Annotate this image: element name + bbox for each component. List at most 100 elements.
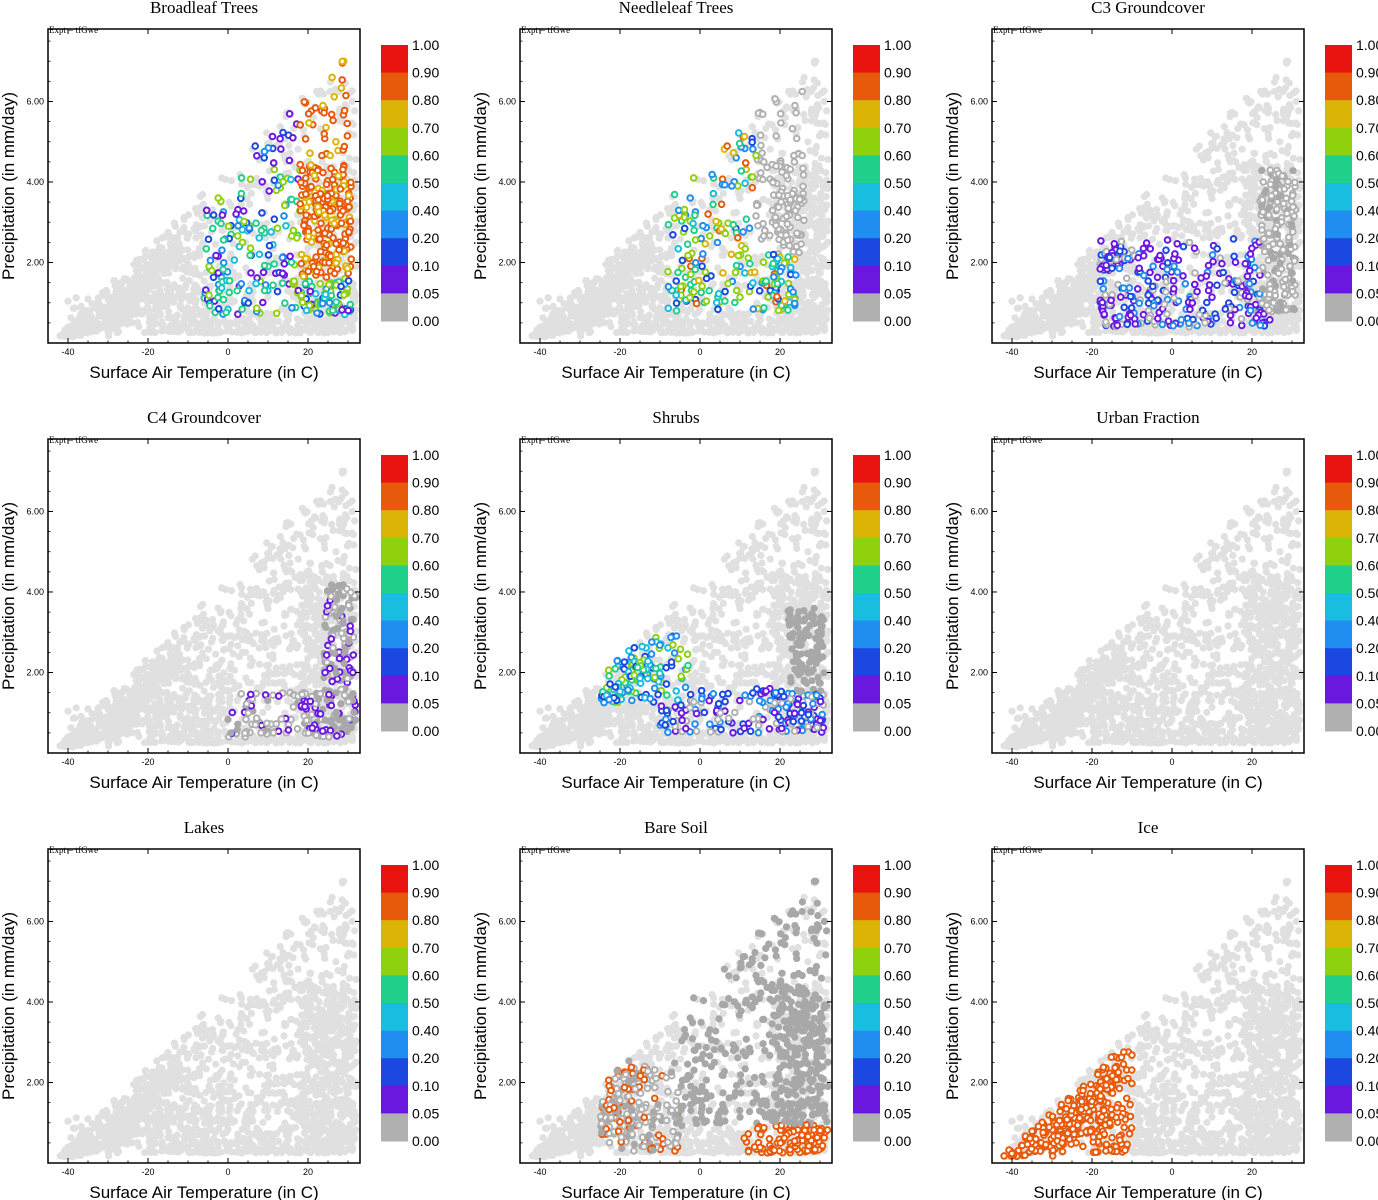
x-axis-label: Surface Air Temperature (in C) (561, 363, 790, 382)
background-point (207, 324, 215, 332)
highlight-point (318, 151, 326, 160)
background-point (817, 191, 825, 199)
background-point (130, 301, 138, 309)
background-point (668, 203, 677, 212)
background-point (325, 323, 333, 331)
background-point (543, 304, 551, 312)
background-point (190, 305, 198, 313)
background-point (791, 324, 799, 332)
highlight-point (297, 250, 306, 259)
highlight-point (344, 306, 353, 315)
background-point (817, 203, 825, 211)
colorbar-label: 0.80 (884, 92, 911, 108)
background-point (730, 209, 738, 217)
highlight-point (687, 270, 695, 279)
highlight-point (760, 304, 768, 312)
background-point (67, 314, 75, 322)
background-point (1199, 234, 1207, 242)
highlight-point (699, 221, 707, 230)
highlight-point (298, 298, 307, 307)
background-point (90, 304, 98, 312)
background-point (622, 250, 630, 259)
highlight-point (799, 171, 808, 179)
background-point (183, 311, 191, 319)
background-point (145, 313, 153, 321)
highlight-point (794, 213, 802, 222)
background-point (628, 310, 636, 318)
background-point (822, 192, 830, 201)
background-point (760, 195, 768, 203)
colorbar-label: 0.10 (412, 258, 439, 274)
background-point (227, 177, 236, 185)
x-tick-label: -40 (533, 347, 546, 357)
background-point (818, 217, 827, 225)
background-point (625, 237, 633, 245)
background-point (804, 301, 813, 309)
background-point (115, 327, 123, 336)
background-point (255, 327, 263, 336)
background-point (794, 123, 802, 132)
background-point (163, 233, 171, 241)
background-point (651, 246, 659, 254)
background-point (312, 321, 320, 329)
highlight-point (252, 279, 260, 288)
background-point (76, 327, 84, 335)
background-point (180, 254, 188, 263)
highlight-point (734, 234, 742, 242)
y-tick-label: 4.00 (26, 177, 44, 187)
background-point (549, 302, 557, 310)
highlight-point (234, 222, 242, 230)
highlight-point (322, 241, 331, 249)
colorbar-label: 1.00 (884, 37, 911, 53)
background-point (348, 87, 356, 95)
background-point (798, 78, 807, 86)
background-point (284, 316, 292, 324)
highlight-point (300, 221, 308, 230)
highlight-point (773, 279, 782, 288)
highlight-point (754, 222, 762, 230)
highlight-point (749, 145, 757, 153)
background-point (714, 264, 722, 272)
highlight-point (723, 142, 732, 150)
colorbar-swatch (381, 183, 408, 212)
highlight-point (253, 274, 261, 282)
background-point (652, 254, 660, 263)
scatter-points (1000, 57, 1304, 341)
highlight-point (312, 253, 320, 261)
highlight-point (285, 110, 294, 118)
highlight-point (800, 216, 808, 225)
highlight-point (698, 282, 706, 291)
background-point (158, 318, 166, 326)
background-point (162, 253, 170, 261)
panel-title: Broadleaf Trees (150, 0, 258, 17)
colorbar-swatch (853, 45, 880, 74)
highlight-point (799, 182, 807, 191)
background-point (804, 138, 812, 146)
background-point (651, 274, 659, 282)
background-point (182, 281, 190, 289)
highlight-point (327, 291, 336, 300)
highlight-point (759, 175, 767, 184)
background-point (811, 326, 819, 334)
background-point (351, 107, 359, 115)
background-point (810, 306, 818, 314)
background-point (809, 290, 817, 298)
colorbar-swatch (853, 155, 880, 184)
highlight-point (664, 282, 673, 291)
background-point (644, 247, 652, 255)
colorbar-label: 0.50 (884, 175, 911, 191)
background-point (619, 323, 627, 331)
background-point (542, 331, 551, 340)
background-point (536, 329, 544, 338)
background-point (662, 254, 670, 262)
highlight-point (731, 298, 739, 307)
highlight-point (760, 226, 769, 235)
highlight-point (321, 229, 329, 237)
highlight-point (719, 269, 727, 277)
background-point (539, 322, 548, 330)
background-point (110, 277, 118, 285)
background-point (64, 329, 72, 338)
background-point (226, 294, 234, 302)
background-point (316, 125, 324, 133)
